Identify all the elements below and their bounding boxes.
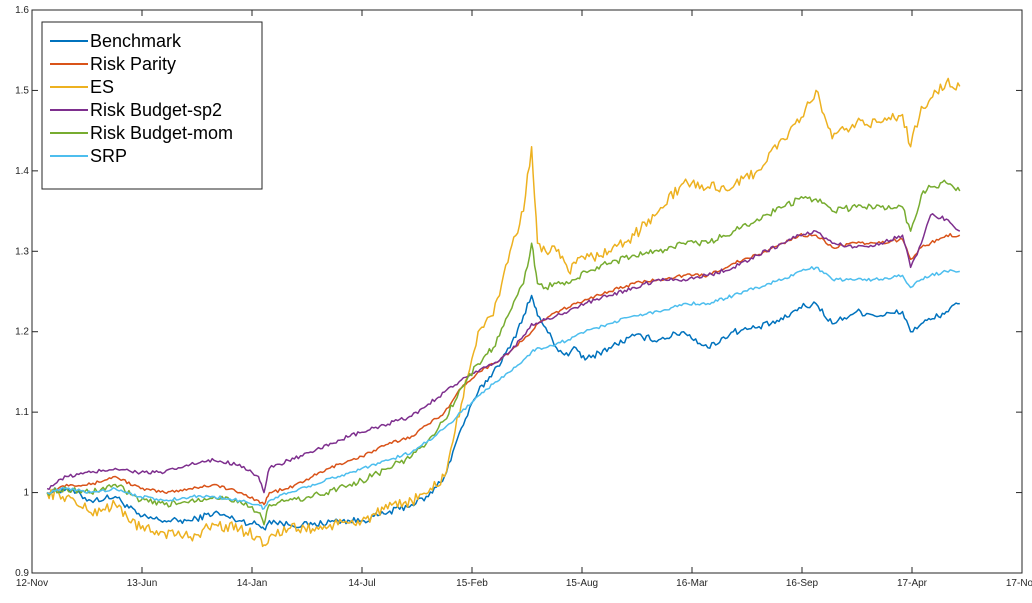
y-tick-label: 0.9 xyxy=(15,568,29,579)
y-axis-ticks: 0.9 1 1.1 1.2 1.3 1.4 1.5 1.6 xyxy=(15,5,1022,579)
legend-box xyxy=(41,21,263,190)
series-lines xyxy=(46,77,961,548)
x-tick-label: 12-Nov xyxy=(16,578,48,589)
series-line-risk-budget-sp2 xyxy=(46,213,961,494)
x-tick-label: 15-Aug xyxy=(566,578,598,589)
y-tick-label: 1.5 xyxy=(15,85,29,96)
x-tick-label: 17-Nov xyxy=(1006,578,1032,589)
y-tick-label: 1.3 xyxy=(15,246,29,257)
x-tick-label: 16-Mar xyxy=(676,578,708,589)
y-tick-label: 1.6 xyxy=(15,5,29,16)
x-tick-label: 14-Jul xyxy=(348,578,375,589)
series-line-es xyxy=(46,77,961,548)
y-tick-label: 1.1 xyxy=(15,407,29,418)
x-axis-ticks: 12-Nov 13-Jun 14-Jan 14-Jul 15-Feb 15-Aug 16-M… xyxy=(16,10,1032,589)
legend: Benchmark Risk Parity ES Risk Budget-sp2 Ris… xyxy=(41,21,263,190)
x-tick-label: 13-Jun xyxy=(127,578,158,589)
series-line-srp xyxy=(46,266,960,510)
legend-label: SRP xyxy=(90,146,127,166)
legend-label: ES xyxy=(90,77,114,97)
y-tick-label: 1.4 xyxy=(15,166,29,177)
y-tick-label: 1.2 xyxy=(15,327,29,338)
series-line-risk-budget-mom xyxy=(46,179,961,526)
x-tick-label: 17-Apr xyxy=(897,578,928,589)
legend-label: Risk Budget-mom xyxy=(90,123,233,143)
legend-label: Benchmark xyxy=(90,31,182,51)
legend-label: Risk Budget-sp2 xyxy=(90,100,222,120)
x-tick-label: 15-Feb xyxy=(456,578,488,589)
x-tick-label: 14-Jan xyxy=(237,578,268,589)
x-tick-label: 16-Sep xyxy=(786,578,819,589)
legend-label: Risk Parity xyxy=(90,54,176,74)
y-tick-label: 1 xyxy=(23,488,29,499)
